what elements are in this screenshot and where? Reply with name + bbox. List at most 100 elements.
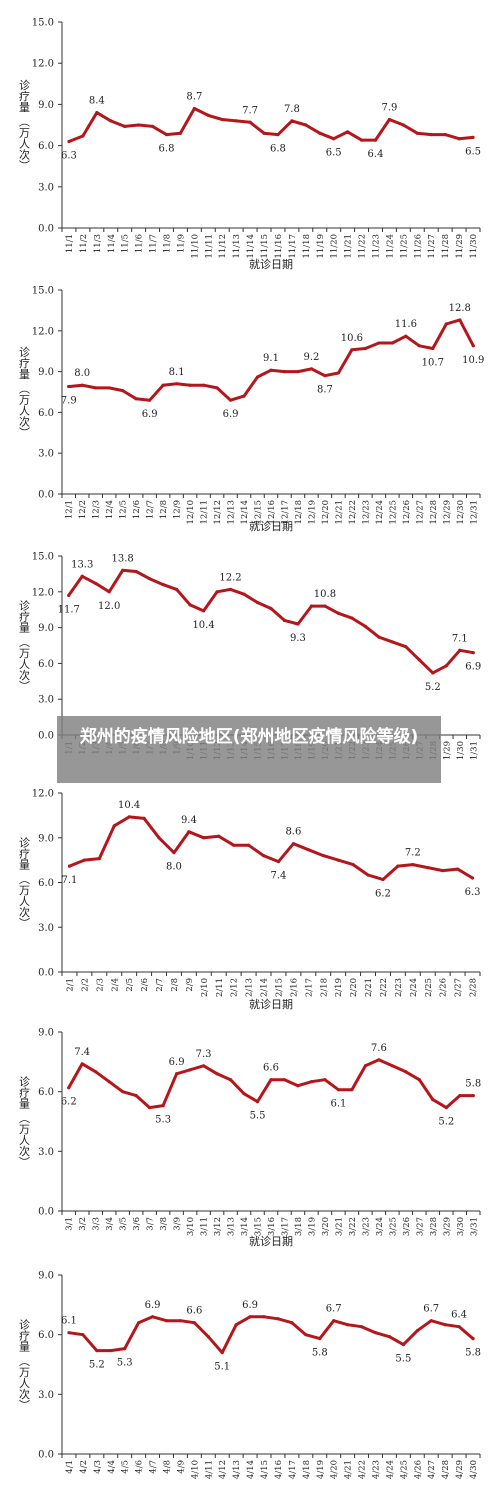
chart1-x-tick-label: 11/29 xyxy=(455,234,465,259)
chart5-data-point xyxy=(121,1090,125,1094)
chart1-data-label: 6.8 xyxy=(159,144,175,155)
chart2-data-label: 11.6 xyxy=(395,319,417,330)
chart1-x-tick-label: 11/26 xyxy=(413,234,423,259)
chart5-data-point xyxy=(309,1080,314,1084)
chart1-data-point xyxy=(81,134,85,138)
chart2-x-tick-label: 12/11 xyxy=(200,500,210,525)
chart1-x-tick-label: 11/19 xyxy=(316,234,326,259)
chart6-x-tick-label: 4/4 xyxy=(107,1460,117,1474)
chart6-x-tick-label: 4/8 xyxy=(163,1460,173,1474)
chart1-data-point xyxy=(220,117,224,122)
chart4-x-tick-label: 2/12 xyxy=(230,978,240,997)
chart2-x-tick-label: 12/13 xyxy=(227,500,237,525)
chart1-data-label: 8.7 xyxy=(186,92,202,103)
chart4-data-label: 8.6 xyxy=(285,827,301,838)
chart3-data-point xyxy=(350,616,354,620)
chart6-data-point xyxy=(150,1315,155,1319)
chart3-data-point xyxy=(255,600,260,605)
chart3-data-point xyxy=(336,611,341,615)
chart1-x-tick-label: 11/14 xyxy=(246,234,256,259)
chart4-x-tick-label: 2/25 xyxy=(424,978,434,997)
chart3-data-point xyxy=(363,624,367,629)
chart2-data-label: 6.9 xyxy=(223,409,239,420)
chart3-series-line xyxy=(67,568,475,675)
chart5-y-tick-label: 6.0 xyxy=(38,1087,54,1098)
chart5-data-point xyxy=(134,1094,138,1098)
chart2-x-tick-label: 12/15 xyxy=(254,500,264,525)
chart1-data-point xyxy=(443,133,447,137)
chart3-data-point xyxy=(471,651,475,655)
chart6-x-tick-label: 4/26 xyxy=(413,1460,423,1479)
chart6-data-point xyxy=(234,1323,238,1327)
chart6-data-point xyxy=(415,1329,419,1333)
chart2-x-tick-label: 12/9 xyxy=(173,500,183,519)
overlay-title-banner: 郑州的疫情风险地区(郑州地区疫情风险等级) xyxy=(57,716,441,783)
chart3-data-point xyxy=(80,574,84,578)
chart1-x-tick-label: 11/2 xyxy=(79,234,89,253)
chart5-data-point xyxy=(161,1103,165,1108)
chart4-data-point xyxy=(336,858,340,862)
chart6-data-point xyxy=(109,1348,113,1353)
chart1-data-point xyxy=(178,131,183,135)
chart1-y-tick-label: 12.0 xyxy=(32,59,54,70)
chart2-data-label: 10.7 xyxy=(422,357,444,368)
chart3-x-tick-label: 1/29 xyxy=(442,741,452,760)
chart2-data-point xyxy=(458,318,462,322)
chart6-data-point xyxy=(373,1331,378,1335)
chart6-data-point xyxy=(401,1343,405,1347)
chart4-data-point xyxy=(351,863,355,867)
chart3-y-tick-label: 9.0 xyxy=(38,623,54,634)
chart5-x-tick-label: 3/25 xyxy=(388,1217,398,1236)
chart5-data-point xyxy=(228,1078,233,1082)
chart6-x-tick-label: 4/30 xyxy=(469,1460,479,1479)
chart4-data-point xyxy=(321,854,325,858)
chart5-x-tick-label: 3/14 xyxy=(240,1217,250,1236)
chart2-data-point xyxy=(431,346,435,351)
chart5-x-tick-label: 3/16 xyxy=(267,1217,277,1236)
chart2-y-tick-label: 0.0 xyxy=(38,490,54,501)
chart1-x-axis-label: 就诊日期 xyxy=(249,257,293,271)
chart3-data-point xyxy=(188,603,192,607)
chart3-y-tick-label: 15.0 xyxy=(32,552,54,563)
chart1-x-tick-label: 11/17 xyxy=(288,234,298,259)
chart6-x-tick-label: 4/13 xyxy=(232,1460,242,1479)
chart5-data-label: 6.2 xyxy=(61,1097,77,1108)
chart6-x-tick-label: 4/6 xyxy=(135,1460,145,1474)
chart1-data-point xyxy=(415,131,419,135)
chart2-y-axis-label: 诊疗量 （万人次） xyxy=(18,345,31,438)
chart6-x-tick-label: 4/3 xyxy=(93,1460,103,1474)
chart5-data-point xyxy=(148,1105,152,1110)
chart5-data-point xyxy=(269,1078,273,1082)
chart5-data-point xyxy=(242,1092,246,1096)
chart5-data-label: 7.4 xyxy=(74,1047,90,1058)
chart3-data-point xyxy=(134,569,138,574)
chart6-data-point xyxy=(248,1315,252,1319)
chart1-data-point xyxy=(109,119,113,123)
chart4-x-tick-label: 2/1 xyxy=(65,978,75,992)
chart1-x-tick-label: 11/7 xyxy=(149,234,159,253)
chart6-x-tick-label: 4/7 xyxy=(149,1460,159,1474)
chart2-data-point xyxy=(242,394,246,398)
chart1-data-label: 7.9 xyxy=(381,103,397,114)
chart1-data-point xyxy=(359,138,364,142)
chart4-data-label: 7.1 xyxy=(62,875,78,886)
chart5-data-point xyxy=(296,1084,300,1088)
chart4-data-point xyxy=(112,824,116,828)
chart2-data-label: 10.9 xyxy=(462,355,484,366)
chart3-data-point xyxy=(444,664,448,668)
chart4-data-point xyxy=(157,836,161,840)
chart6-data-point xyxy=(206,1335,210,1339)
chart6-data-point xyxy=(290,1321,294,1325)
chart2-data-point xyxy=(134,397,138,401)
chart1-data-point xyxy=(95,111,99,115)
chart5-data-point xyxy=(444,1105,448,1110)
chart3-data-label: 6.9 xyxy=(465,662,481,673)
chart5-data-point xyxy=(255,1100,260,1104)
chart1-data-point xyxy=(123,124,127,128)
chart6-data-label: 5.8 xyxy=(465,1348,481,1359)
chart3-data-label: 13.8 xyxy=(112,553,134,564)
chart5-x-tick-label: 3/4 xyxy=(105,1217,115,1231)
chart6-x-tick-label: 4/2 xyxy=(79,1460,89,1474)
chart2-data-point xyxy=(296,370,300,374)
chart2-data-label: 8.7 xyxy=(317,385,333,396)
